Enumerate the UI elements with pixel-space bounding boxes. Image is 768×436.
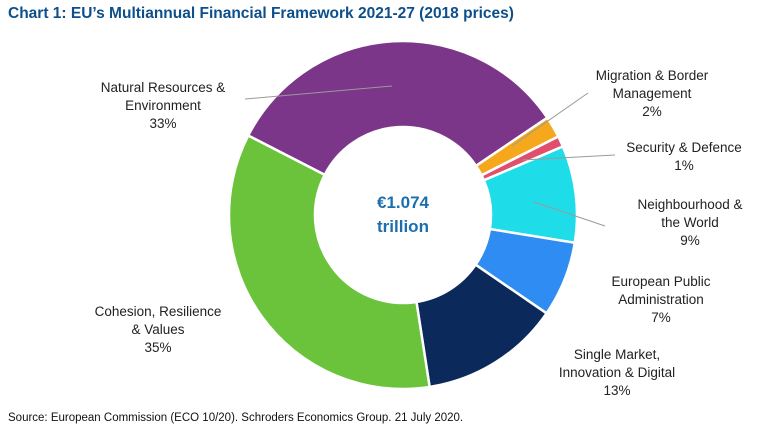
slice-natural-resources-environment — [246, 39, 549, 177]
leader-line — [533, 201, 606, 227]
leader-line — [521, 154, 616, 161]
slice-label: Neighbourhood & the World 9% — [637, 197, 742, 248]
leader-line — [511, 92, 589, 147]
slice-label: Single Market, Innovation & Digital 13% — [559, 347, 675, 398]
slice-cohesion-resilience-values — [227, 133, 432, 391]
slice-label: Cohesion, Resilience & Values 35% — [95, 304, 222, 355]
chart-title: Chart 1: EU’s Multiannual Financial Fram… — [8, 5, 514, 22]
center-label: €1.074 — [377, 193, 430, 212]
source-note: Source: European Commission (ECO 10/20).… — [8, 412, 464, 424]
slice-label: Natural Resources & Environment 33% — [101, 80, 226, 131]
slice-label: European Public Administration 7% — [611, 274, 710, 325]
leader-line — [244, 85, 393, 100]
slice-label: Migration & Border Management 2% — [596, 68, 709, 119]
center-label: trillion — [377, 217, 429, 236]
slice-label: Security & Defence 1% — [626, 140, 742, 173]
